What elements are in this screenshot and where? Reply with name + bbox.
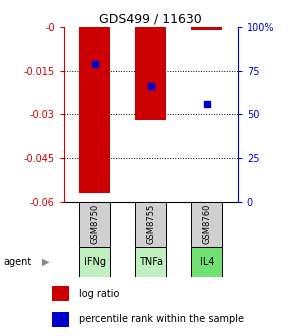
Bar: [191, 247, 222, 277]
Text: ▶: ▶: [42, 257, 50, 267]
Bar: [191, 27, 222, 30]
Bar: [135, 247, 166, 277]
Title: GDS499 / 11630: GDS499 / 11630: [99, 13, 202, 26]
Bar: [52, 312, 69, 327]
Text: GSM8750: GSM8750: [90, 204, 99, 244]
Bar: [79, 202, 110, 247]
Text: IL4: IL4: [200, 257, 214, 267]
Text: IFNg: IFNg: [84, 257, 106, 267]
Bar: [135, 27, 166, 120]
Point: [205, 101, 209, 107]
Text: GSM8755: GSM8755: [146, 204, 155, 244]
Bar: [79, 247, 110, 277]
Text: GSM8760: GSM8760: [202, 204, 211, 245]
Bar: [79, 27, 110, 193]
Text: agent: agent: [3, 257, 31, 267]
Bar: [191, 202, 222, 247]
Bar: [135, 202, 166, 247]
Text: TNFa: TNFa: [139, 257, 163, 267]
Point: [148, 84, 153, 89]
Point: [92, 61, 97, 66]
Bar: [52, 286, 69, 301]
Text: log ratio: log ratio: [79, 289, 119, 299]
Text: percentile rank within the sample: percentile rank within the sample: [79, 314, 244, 324]
